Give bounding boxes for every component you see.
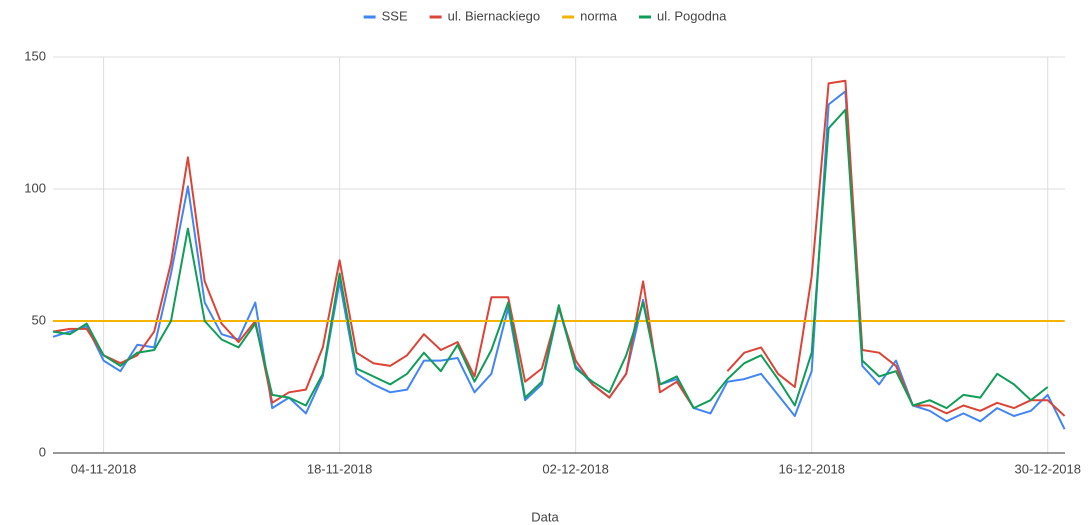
x-tick-label: 04-11-2018	[71, 461, 137, 476]
y-tick-label: 100	[24, 180, 46, 195]
x-tick-label: 18-11-2018	[307, 461, 373, 476]
y-tick-label: 0	[39, 444, 46, 459]
legend-label: ul. Biernackiego	[448, 8, 541, 23]
x-axis-label: Data	[531, 509, 559, 524]
x-tick-label: 16-12-2018	[778, 461, 845, 476]
x-tick-label: 02-12-2018	[542, 461, 609, 476]
legend-label: ul. Pogodna	[657, 8, 727, 23]
series-line	[52, 90, 1066, 430]
series-line	[52, 108, 1049, 410]
series-line	[52, 79, 1066, 417]
y-tick-label: 150	[24, 48, 46, 63]
x-tick-label: 30-12-2018	[1014, 461, 1081, 476]
y-tick-label: 50	[32, 312, 46, 327]
legend-label: SSE	[382, 8, 408, 23]
legend-label: norma	[580, 8, 618, 23]
